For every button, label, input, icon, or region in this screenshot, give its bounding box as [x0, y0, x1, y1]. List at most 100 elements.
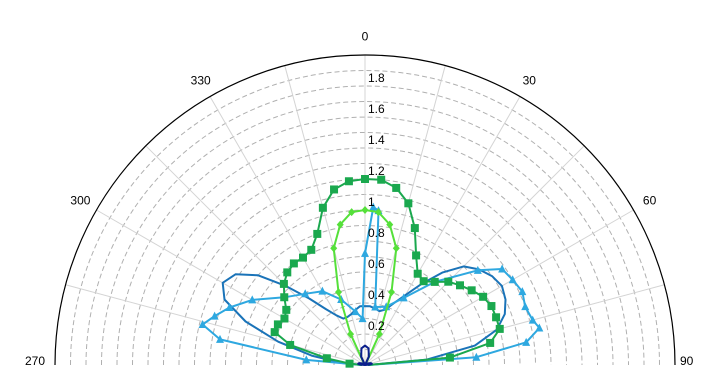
data-point-marker	[198, 320, 207, 329]
data-point-marker	[495, 324, 504, 333]
radial-tick-label: 1.2	[368, 164, 385, 178]
data-point-marker	[225, 302, 234, 311]
data-point-marker	[334, 288, 342, 297]
data-point-marker	[283, 268, 292, 277]
data-point-marker	[374, 208, 382, 217]
data-point-marker	[313, 229, 322, 238]
data-point-marker	[404, 199, 413, 208]
radial-tick-label: 1	[368, 195, 375, 209]
angular-grid-spoke	[209, 96, 366, 366]
radial-grid-ring	[70, 70, 660, 366]
radial-grid-ring	[101, 101, 629, 366]
radial-grid-ring	[132, 132, 598, 366]
series-5	[357, 344, 373, 366]
angular-grid-spoke	[364, 209, 634, 366]
angle-tick-label: 330	[191, 73, 211, 87]
series-3	[270, 175, 504, 368]
data-point-marker	[486, 338, 495, 347]
data-point-marker	[282, 305, 291, 314]
series-line	[357, 344, 373, 366]
data-point-marker	[318, 203, 327, 212]
radial-tick-label: 0.6	[368, 257, 385, 271]
radial-tick-label: 1.4	[368, 133, 385, 147]
data-point-marker	[361, 206, 369, 214]
data-point-marker	[369, 202, 378, 211]
data-point-marker	[270, 328, 279, 337]
radial-tick-label: 0.4	[368, 288, 385, 302]
data-point-marker	[392, 183, 401, 192]
data-point-marker	[479, 292, 488, 301]
data-point-marker	[330, 185, 339, 194]
polar-grid	[54, 54, 676, 366]
data-point-marker	[307, 245, 316, 254]
data-point-marker	[412, 251, 421, 260]
angle-tick-label: 300	[70, 194, 90, 208]
angular-grid-spoke	[364, 145, 585, 366]
data-point-marker	[289, 259, 298, 268]
angle-tick-label: 60	[643, 194, 657, 208]
data-point-marker	[382, 302, 391, 311]
radial-tick-label: 1.6	[368, 102, 385, 116]
data-point-marker	[419, 277, 428, 286]
data-point-marker	[508, 275, 517, 284]
data-point-marker	[210, 311, 219, 320]
data-point-marker	[455, 281, 464, 290]
data-point-marker	[518, 287, 527, 296]
data-point-marker	[413, 269, 422, 278]
angle-tick-label: 30	[523, 73, 537, 87]
series-1	[221, 265, 507, 366]
data-point-marker	[371, 302, 380, 311]
data-point-marker	[528, 315, 537, 324]
angular-grid-spoke	[96, 209, 366, 366]
data-point-marker	[445, 353, 454, 362]
data-point-marker	[280, 293, 289, 302]
data-point-marker	[467, 286, 476, 295]
data-point-marker	[344, 177, 353, 186]
data-point-marker	[299, 253, 307, 262]
angular-grid-spoke	[364, 284, 665, 366]
data-point-marker	[215, 334, 224, 343]
data-point-marker	[358, 314, 367, 323]
angle-tick-label: 270	[25, 354, 45, 368]
data-point-marker	[386, 220, 394, 229]
data-point-marker	[535, 323, 544, 332]
data-point-marker	[492, 313, 501, 322]
data-point-marker	[522, 337, 531, 346]
tick-labels: 270 300 330 0 30 60 90 0.2 0.4 0.6 0.8 1 1.2 1.4 1.6 1.…	[25, 29, 694, 368]
data-point-marker	[498, 264, 507, 273]
data-point-marker	[361, 175, 369, 183]
data-point-marker	[286, 340, 295, 349]
angle-tick-label: 0	[362, 29, 369, 43]
angular-grid-spoke	[364, 65, 446, 366]
data-point-marker	[336, 220, 344, 229]
data-point-marker	[361, 248, 369, 257]
radial-tick-label: 1.8	[368, 71, 385, 85]
data-point-marker	[410, 224, 419, 233]
radial-grid-ring	[116, 116, 614, 366]
data-point-marker	[248, 295, 257, 304]
series-layer	[198, 175, 544, 368]
angular-grid-spoke	[65, 284, 366, 366]
data-point-marker	[377, 175, 386, 184]
series-line	[221, 265, 507, 366]
angular-grid-spoke	[364, 96, 521, 366]
data-point-marker	[487, 302, 496, 311]
angular-grid-spoke	[145, 145, 366, 366]
outer-boundary-arc	[54, 54, 676, 366]
series-line	[273, 178, 501, 366]
data-point-marker	[472, 352, 481, 361]
radial-tick-label: 0.2	[368, 319, 385, 333]
series-4	[330, 206, 400, 366]
radial-tick-label: 0.8	[368, 226, 385, 240]
data-point-marker	[322, 354, 331, 363]
data-point-marker	[345, 359, 354, 368]
data-point-marker	[521, 302, 530, 311]
data-point-marker	[347, 330, 355, 339]
data-point-marker	[280, 314, 289, 323]
data-point-marker	[348, 208, 356, 217]
data-point-marker	[399, 293, 408, 302]
angle-tick-label: 90	[680, 354, 694, 368]
data-point-marker	[392, 244, 400, 253]
angular-grid-spoke	[284, 65, 366, 366]
